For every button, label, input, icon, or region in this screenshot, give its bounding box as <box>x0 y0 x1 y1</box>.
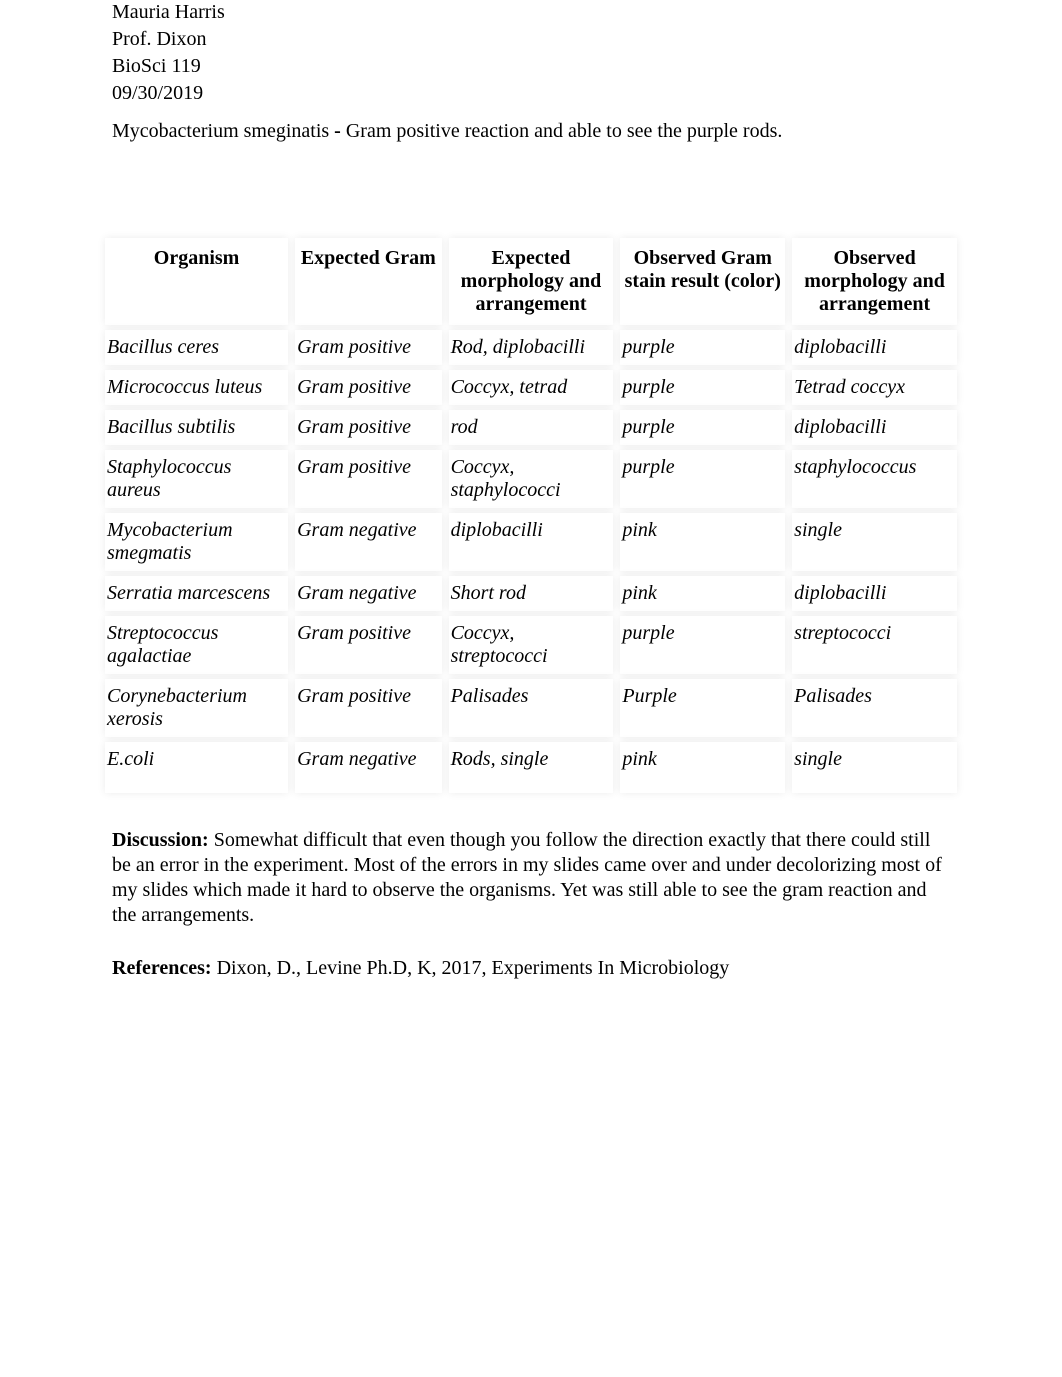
col-organism: Organism <box>105 238 288 325</box>
table-cell: Gram positive <box>295 370 441 405</box>
table-cell: diplobacilli <box>792 576 957 611</box>
table-cell: Coccyx, streptococci <box>449 616 614 674</box>
table-cell: pink <box>620 513 785 571</box>
references-label: References: <box>112 957 212 979</box>
table-cell: Serratia marcescens <box>105 576 288 611</box>
table-row: E.coliGram negativeRods, singlepinksingl… <box>105 742 957 793</box>
table-cell: rod <box>449 410 614 445</box>
table-cell: streptococci <box>792 616 957 674</box>
results-table: Organism Expected Gram Expected morpholo… <box>98 233 964 798</box>
table-cell: Rods, single <box>449 742 614 793</box>
table-cell: Palisades <box>449 679 614 737</box>
observation-dash: - <box>329 120 346 142</box>
student-name: Mauria Harris <box>112 0 950 25</box>
table-cell: purple <box>620 410 785 445</box>
table-cell: Gram positive <box>295 330 441 365</box>
table-body: Bacillus ceresGram positiveRod, diplobac… <box>105 330 957 793</box>
table-cell: Streptococcus agalactiae <box>105 616 288 674</box>
table-row: Bacillus ceresGram positiveRod, diplobac… <box>105 330 957 365</box>
table-cell: purple <box>620 330 785 365</box>
discussion-label: Discussion: <box>112 829 209 851</box>
discussion-section: Discussion: Somewhat difficult that even… <box>112 828 950 928</box>
table-cell: Bacillus ceres <box>105 330 288 365</box>
table-cell: Gram negative <box>295 742 441 793</box>
references-text: Dixon, D., Levine Ph.D, K, 2017, Experim… <box>212 957 730 979</box>
table-cell: Purple <box>620 679 785 737</box>
table-header-row: Organism Expected Gram Expected morpholo… <box>105 238 957 325</box>
observation-line: Mycobacterium smeginatis - Gram positive… <box>112 120 950 143</box>
course-name: BioSci 119 <box>112 54 950 79</box>
table-cell: Gram positive <box>295 450 441 508</box>
table-cell: Gram negative <box>295 576 441 611</box>
table-cell: single <box>792 513 957 571</box>
table-cell: Corynebacterium xerosis <box>105 679 288 737</box>
table-cell: single <box>792 742 957 793</box>
table-cell: Bacillus subtilis <box>105 410 288 445</box>
table-row: Corynebacterium xerosisGram positivePali… <box>105 679 957 737</box>
observation-text: Gram positive reaction and able to see t… <box>346 120 783 142</box>
table-cell: purple <box>620 370 785 405</box>
table-cell: Gram negative <box>295 513 441 571</box>
results-table-wrap: Organism Expected Gram Expected morpholo… <box>98 233 964 798</box>
table-cell: diplobacilli <box>792 330 957 365</box>
table-cell: E.coli <box>105 742 288 793</box>
table-cell: Staphylococcus aureus <box>105 450 288 508</box>
table-row: Serratia marcescensGram negativeShort ro… <box>105 576 957 611</box>
professor-name: Prof. Dixon <box>112 27 950 52</box>
col-observed-gram: Observed Gram stain result (color) <box>620 238 785 325</box>
col-expected-morph: Expected morphology and arrangement <box>449 238 614 325</box>
document-page: Mauria Harris Prof. Dixon BioSci 119 09/… <box>0 0 1062 981</box>
table-row: Mycobacterium smegmatisGram negativedipl… <box>105 513 957 571</box>
table-cell: Rod, diplobacilli <box>449 330 614 365</box>
discussion-text: Somewhat difficult that even though you … <box>112 829 942 926</box>
col-observed-morph: Observed morphology and arrangement <box>792 238 957 325</box>
table-cell: Gram positive <box>295 616 441 674</box>
table-cell: Micrococcus luteus <box>105 370 288 405</box>
table-cell: Gram positive <box>295 410 441 445</box>
table-row: Streptococcus agalactiaeGram positiveCoc… <box>105 616 957 674</box>
table-row: Bacillus subtilisGram positiverodpurpled… <box>105 410 957 445</box>
table-cell: purple <box>620 616 785 674</box>
table-cell: Palisades <box>792 679 957 737</box>
observation-organism: Mycobacterium smeginatis <box>112 120 329 142</box>
table-cell: pink <box>620 576 785 611</box>
table-row: Staphylococcus aureusGram positiveCoccyx… <box>105 450 957 508</box>
table-row: Micrococcus luteusGram positiveCoccyx, t… <box>105 370 957 405</box>
table-cell: Mycobacterium smegmatis <box>105 513 288 571</box>
table-cell: Gram positive <box>295 679 441 737</box>
table-cell: purple <box>620 450 785 508</box>
references-section: References: Dixon, D., Levine Ph.D, K, 2… <box>112 956 950 981</box>
table-cell: staphylococcus <box>792 450 957 508</box>
table-cell: Short rod <box>449 576 614 611</box>
table-cell: diplobacilli <box>792 410 957 445</box>
date: 09/30/2019 <box>112 81 950 106</box>
col-expected-gram: Expected Gram <box>295 238 441 325</box>
table-cell: pink <box>620 742 785 793</box>
table-cell: diplobacilli <box>449 513 614 571</box>
table-cell: Coccyx, staphylococci <box>449 450 614 508</box>
table-cell: Tetrad coccyx <box>792 370 957 405</box>
header-block: Mauria Harris Prof. Dixon BioSci 119 09/… <box>112 0 950 106</box>
table-cell: Coccyx, tetrad <box>449 370 614 405</box>
